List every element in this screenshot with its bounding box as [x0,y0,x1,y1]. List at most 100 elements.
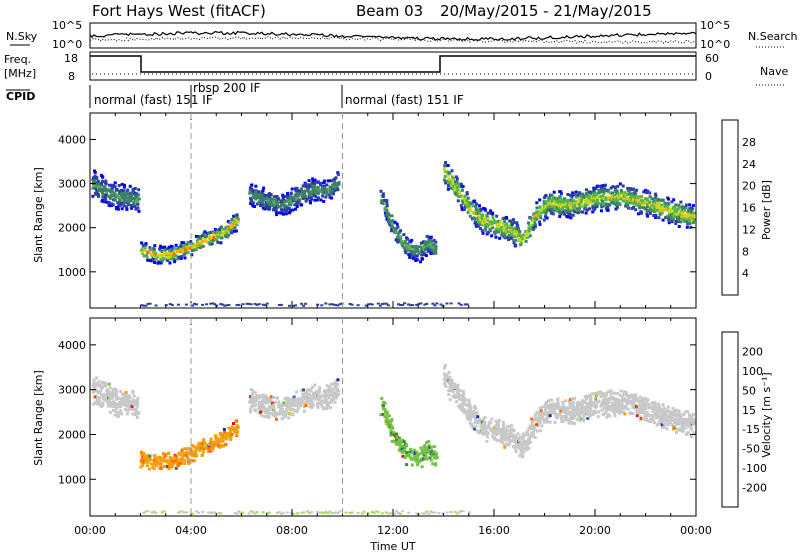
echo-cell [151,256,155,260]
echo-cell [122,204,126,208]
echo-cell [127,408,130,412]
echo-cell [616,194,620,198]
echo-cell [604,189,608,192]
echo-cell [253,302,257,305]
echo-cell [431,511,435,514]
echo-cell [230,425,234,429]
echo-cell [177,255,181,259]
echo-cell [517,238,520,242]
echo-cell [119,389,123,393]
echo-cell [324,511,328,513]
echo-cell [599,395,603,399]
echo-cell [463,194,467,198]
echo-cell [531,224,535,228]
echo-cell [424,454,428,458]
echo-cell [609,389,613,393]
echo-cell [611,191,615,195]
echo-cell [400,450,404,454]
echo-cell [328,193,332,197]
echo-cell [386,512,390,515]
echo-cell [565,406,569,410]
echo-cell [236,219,240,223]
echo-cell [288,400,292,404]
echo-cell [660,211,664,215]
echo-cell [106,388,110,392]
echo-cell [215,439,219,443]
echo-cell [462,411,466,415]
echo-cell [140,304,144,307]
echo-cell [324,391,328,395]
velocity-frame [89,317,697,517]
echo-cell [197,235,201,238]
echo-cell [502,435,506,439]
echo-cell [126,400,130,403]
echo-cell [584,408,588,412]
echo-cell [653,413,657,417]
echo-cell [442,168,446,171]
echo-cell [396,239,399,242]
echo-cell [614,207,618,211]
colorbar-frame [721,119,739,296]
echo-cell [475,222,479,226]
echo-cell [317,191,321,195]
echo-cell [120,207,124,211]
echo-cell [268,194,272,198]
echo-cell [610,194,614,198]
echo-cell [166,459,170,463]
echo-cell [600,190,604,194]
echo-cell [521,454,525,458]
echo-cell [671,211,675,215]
echo-cell [635,188,639,192]
echo-cell [661,408,665,412]
echo-cell [255,193,259,197]
echo-cell [688,413,691,417]
echo-cell [639,198,643,202]
echo-cell [506,235,510,239]
echo-cell [190,453,194,457]
echo-cell [111,186,115,190]
echo-cell [602,202,605,206]
echo-cell [308,196,311,200]
echo-cell [211,239,215,243]
echo-cell [571,407,575,411]
echo-cell [333,180,336,184]
echo-cell [456,386,460,390]
echo-cell [185,454,189,458]
echo-cell [468,201,472,205]
echo-cell [450,378,454,382]
echo-cell [474,407,478,410]
echo-cell [530,417,534,421]
echo-cell [427,440,431,443]
echo-cell [303,401,307,405]
echo-cell [649,417,652,421]
echo-cell [667,414,670,418]
echo-cell [577,407,581,411]
echo-cell [326,512,330,515]
echo-cell [111,391,115,395]
echo-cell [595,191,599,195]
echo-cell [420,253,424,257]
echo-cell [104,384,108,388]
echo-cell [615,410,619,414]
echo-cell [474,419,478,423]
echo-cell [510,233,513,237]
echo-cell [553,407,557,411]
echo-cell [561,410,565,414]
echo-cell [325,189,329,193]
echo-cell [477,420,480,423]
echo-cell [431,302,435,305]
echo-cell [390,222,394,226]
echo-cell [155,458,159,462]
echo-cell [479,207,483,211]
echo-cell [103,185,107,189]
echo-cell [393,434,397,438]
echo-cell [403,302,407,305]
echo-cell [525,444,529,448]
echo-cell [548,409,552,413]
echo-cell [648,413,652,417]
echo-cell [114,389,118,393]
echo-cell [458,397,462,400]
echo-cell [126,188,130,192]
echo-cell [641,399,644,403]
